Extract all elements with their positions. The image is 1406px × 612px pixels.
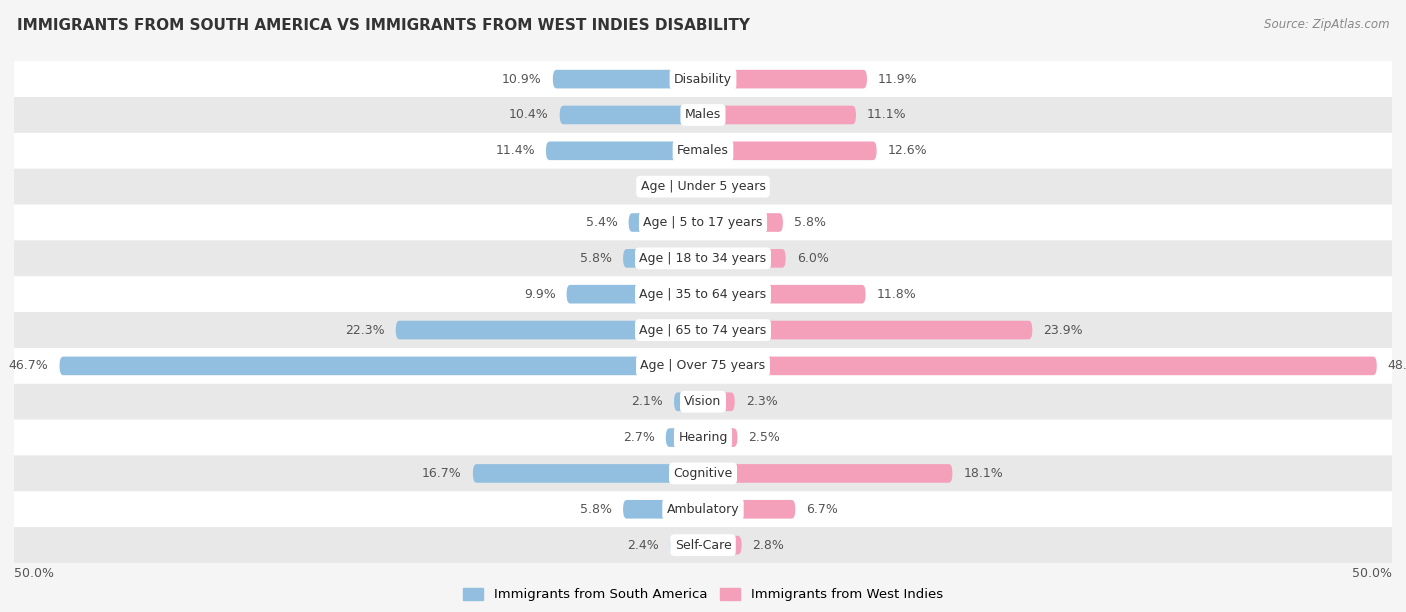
FancyBboxPatch shape: [0, 133, 1406, 169]
Text: Hearing: Hearing: [678, 431, 728, 444]
FancyBboxPatch shape: [703, 357, 1376, 375]
Text: Age | Under 5 years: Age | Under 5 years: [641, 180, 765, 193]
FancyBboxPatch shape: [703, 428, 738, 447]
FancyBboxPatch shape: [623, 500, 703, 518]
Text: Age | 5 to 17 years: Age | 5 to 17 years: [644, 216, 762, 229]
FancyBboxPatch shape: [669, 536, 703, 554]
Text: 6.7%: 6.7%: [807, 503, 838, 516]
FancyBboxPatch shape: [0, 241, 1406, 276]
Text: Cognitive: Cognitive: [673, 467, 733, 480]
Text: Age | 65 to 74 years: Age | 65 to 74 years: [640, 324, 766, 337]
Text: Self-Care: Self-Care: [675, 539, 731, 551]
Text: 5.8%: 5.8%: [581, 503, 612, 516]
Text: 5.8%: 5.8%: [581, 252, 612, 265]
Text: 11.1%: 11.1%: [868, 108, 907, 121]
Text: 2.5%: 2.5%: [748, 431, 780, 444]
FancyBboxPatch shape: [0, 348, 1406, 384]
Text: 5.8%: 5.8%: [794, 216, 825, 229]
FancyBboxPatch shape: [673, 392, 703, 411]
Text: 11.8%: 11.8%: [876, 288, 917, 300]
Text: Females: Females: [678, 144, 728, 157]
Text: 2.8%: 2.8%: [752, 539, 785, 551]
Text: 2.1%: 2.1%: [631, 395, 664, 408]
Text: Males: Males: [685, 108, 721, 121]
Text: 22.3%: 22.3%: [344, 324, 385, 337]
FancyBboxPatch shape: [0, 276, 1406, 312]
FancyBboxPatch shape: [703, 106, 856, 124]
Text: 2.4%: 2.4%: [627, 539, 659, 551]
FancyBboxPatch shape: [0, 312, 1406, 348]
FancyBboxPatch shape: [0, 527, 1406, 563]
FancyBboxPatch shape: [666, 428, 703, 447]
FancyBboxPatch shape: [395, 321, 703, 340]
Text: Vision: Vision: [685, 395, 721, 408]
Text: 48.9%: 48.9%: [1388, 359, 1406, 372]
Text: 23.9%: 23.9%: [1043, 324, 1083, 337]
Text: 11.9%: 11.9%: [877, 73, 918, 86]
FancyBboxPatch shape: [0, 97, 1406, 133]
Text: 46.7%: 46.7%: [8, 359, 48, 372]
FancyBboxPatch shape: [703, 70, 868, 89]
FancyBboxPatch shape: [560, 106, 703, 124]
FancyBboxPatch shape: [703, 392, 735, 411]
Text: 18.1%: 18.1%: [963, 467, 1002, 480]
FancyBboxPatch shape: [0, 61, 1406, 97]
FancyBboxPatch shape: [628, 213, 703, 232]
Text: 6.0%: 6.0%: [797, 252, 828, 265]
Text: Ambulatory: Ambulatory: [666, 503, 740, 516]
FancyBboxPatch shape: [703, 500, 796, 518]
Text: 50.0%: 50.0%: [14, 567, 53, 580]
Text: 16.7%: 16.7%: [422, 467, 461, 480]
Text: Source: ZipAtlas.com: Source: ZipAtlas.com: [1264, 18, 1389, 31]
FancyBboxPatch shape: [703, 249, 786, 267]
FancyBboxPatch shape: [546, 141, 703, 160]
Text: 1.2%: 1.2%: [644, 180, 675, 193]
FancyBboxPatch shape: [703, 213, 783, 232]
Text: Age | 35 to 64 years: Age | 35 to 64 years: [640, 288, 766, 300]
FancyBboxPatch shape: [0, 420, 1406, 455]
FancyBboxPatch shape: [553, 70, 703, 89]
Text: 1.2%: 1.2%: [731, 180, 762, 193]
Text: 50.0%: 50.0%: [1353, 567, 1392, 580]
FancyBboxPatch shape: [0, 204, 1406, 241]
FancyBboxPatch shape: [703, 321, 1032, 340]
Legend: Immigrants from South America, Immigrants from West Indies: Immigrants from South America, Immigrant…: [458, 583, 948, 606]
Text: 10.9%: 10.9%: [502, 73, 541, 86]
FancyBboxPatch shape: [0, 455, 1406, 491]
Text: 9.9%: 9.9%: [524, 288, 555, 300]
FancyBboxPatch shape: [59, 357, 703, 375]
Text: 11.4%: 11.4%: [495, 144, 534, 157]
Text: 12.6%: 12.6%: [887, 144, 928, 157]
FancyBboxPatch shape: [0, 384, 1406, 420]
Text: Age | Over 75 years: Age | Over 75 years: [641, 359, 765, 372]
Text: Age | 18 to 34 years: Age | 18 to 34 years: [640, 252, 766, 265]
FancyBboxPatch shape: [567, 285, 703, 304]
FancyBboxPatch shape: [703, 177, 720, 196]
FancyBboxPatch shape: [703, 536, 741, 554]
FancyBboxPatch shape: [472, 464, 703, 483]
FancyBboxPatch shape: [703, 285, 866, 304]
Text: Disability: Disability: [673, 73, 733, 86]
FancyBboxPatch shape: [686, 177, 703, 196]
Text: 2.7%: 2.7%: [623, 431, 655, 444]
Text: 5.4%: 5.4%: [586, 216, 617, 229]
Text: 2.3%: 2.3%: [745, 395, 778, 408]
Text: 10.4%: 10.4%: [509, 108, 548, 121]
FancyBboxPatch shape: [703, 141, 876, 160]
FancyBboxPatch shape: [703, 464, 952, 483]
FancyBboxPatch shape: [623, 249, 703, 267]
FancyBboxPatch shape: [0, 491, 1406, 527]
Text: IMMIGRANTS FROM SOUTH AMERICA VS IMMIGRANTS FROM WEST INDIES DISABILITY: IMMIGRANTS FROM SOUTH AMERICA VS IMMIGRA…: [17, 18, 749, 34]
FancyBboxPatch shape: [0, 169, 1406, 204]
